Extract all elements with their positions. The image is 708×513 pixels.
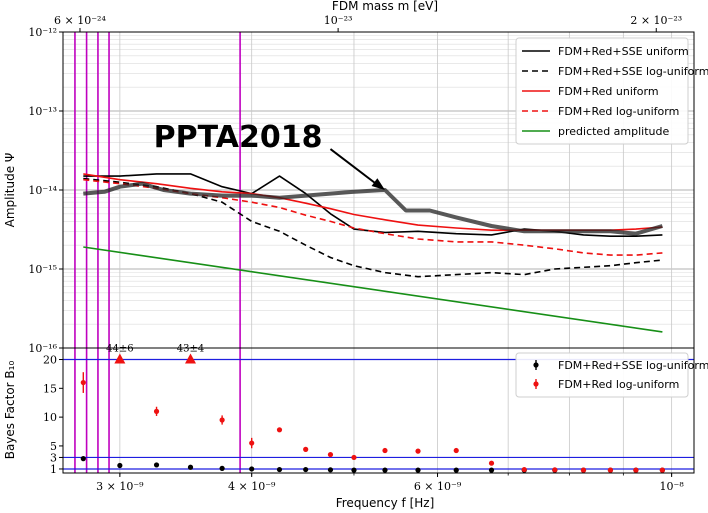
red-point [249, 440, 255, 446]
legend-label: FDM+Red log-uniform [558, 378, 679, 391]
sse-point [415, 467, 421, 473]
red-point [607, 467, 614, 473]
legend-label: predicted amplitude [558, 125, 669, 138]
sse-point [382, 467, 388, 473]
y-tick-label: 15 [43, 382, 57, 395]
y-tick-label: 10⁻¹⁴ [28, 184, 57, 197]
legend-box [515, 352, 689, 398]
bottom-legend: FDM+Red+SSE log-uniform FDM+Red log-unifo… [515, 352, 708, 398]
red-point [659, 467, 665, 473]
sse-point [327, 467, 334, 473]
y-tick-label: 10⁻¹² [28, 26, 57, 39]
capped-point-label: 43±4 [177, 344, 204, 355]
x-tick-label: 6 × 10⁻⁹ [414, 480, 462, 493]
sse-point [80, 455, 86, 462]
red-point [303, 446, 309, 452]
sse-point [303, 466, 309, 473]
annotation-arrow-shaft [329, 148, 380, 187]
capped-point-marker [185, 353, 197, 364]
y-tick-label: 3 [50, 451, 57, 464]
series-line-4 [83, 246, 663, 333]
sse-point [117, 462, 123, 469]
red-point [633, 467, 639, 473]
red-point [276, 427, 283, 433]
legend-label: FDM+Red+SSE log-uniform [558, 359, 708, 372]
legend-marker [533, 362, 539, 368]
red-point [382, 447, 388, 454]
legend-label: FDM+Red log-uniform [558, 105, 679, 118]
bottom-points: 44±6 43±4 [80, 344, 665, 473]
capped-point-marker [114, 353, 126, 364]
series-line-0 [83, 173, 663, 237]
legend-label: FDM+Red+SSE log-uniform [558, 65, 708, 78]
mass-tick-label: 2 × 10⁻²³ [630, 14, 682, 27]
y-tick-label: 1 [50, 463, 57, 476]
series-line-1 [83, 177, 663, 278]
sse-point [187, 464, 194, 470]
top-legend: FDM+Red+SSE uniform FDM+Red+SSE log-unifo… [515, 37, 708, 145]
bottom-x-ticks: 3 × 10⁻⁹ 4 × 10⁻⁹ 6 × 10⁻⁹ 10⁻⁸ [96, 473, 684, 493]
ppta2018-curve [83, 181, 663, 236]
sse-point [276, 466, 283, 473]
top-x-axis-label: FDM mass m [eV] [332, 0, 438, 13]
red-point [415, 448, 421, 454]
red-point [521, 466, 527, 473]
capped-point-label: 44±6 [106, 344, 133, 355]
mass-tick-label: 10⁻²³ [324, 14, 353, 27]
red-point [80, 379, 86, 386]
red-point [153, 408, 160, 414]
red-point [327, 451, 334, 458]
y-tick-label: 20 [43, 354, 57, 367]
red-point [219, 417, 225, 423]
red-point [488, 460, 495, 466]
top-y-ticks: 10⁻¹⁶ 10⁻¹⁵ 10⁻¹⁴ 10⁻¹³ 10⁻¹² [28, 26, 63, 355]
bottom-frequency-markers [74, 348, 241, 473]
amplitude-panel: 10⁻¹⁶ 10⁻¹⁵ 10⁻¹⁴ 10⁻¹³ 10⁻¹² 6 × 10⁻²⁴ 10⁻²³… [3, 0, 708, 355]
bayes-panel: 44±6 43±4 135 10 15 20 3 × 10⁻⁹ 4 × 10⁻⁹ 6 × 1… [3, 344, 708, 510]
red-point [580, 467, 587, 473]
mass-ticks: 6 × 10⁻²⁴ 10⁻²³ 2 × 10⁻²³ [54, 14, 682, 32]
top-y-axis-label: Amplitude Ψ [3, 153, 17, 228]
annotation-arrow-head [371, 178, 385, 190]
y-tick-label: 10⁻¹⁶ [28, 342, 57, 355]
legend-label: FDM+Red uniform [558, 85, 659, 98]
red-point [453, 447, 459, 454]
ppta-annotation: PPTA2018 [154, 120, 385, 190]
sse-point [453, 467, 459, 473]
sse-point [351, 467, 357, 473]
y-tick-label: 10⁻¹³ [28, 105, 57, 118]
bottom-y-axis-label: Bayes Factor B₁₀ [3, 361, 17, 460]
bottom-y-ticks: 135 10 15 20 [43, 354, 63, 476]
y-tick-label: 10⁻¹⁵ [28, 263, 57, 276]
y-tick-label: 10 [43, 411, 57, 424]
x-tick-label: 3 × 10⁻⁹ [96, 480, 144, 493]
x-tick-label: 10⁻⁸ [660, 480, 685, 493]
sse-point [153, 462, 160, 468]
legend-marker [533, 381, 539, 387]
top-series [83, 173, 663, 333]
y-tick-label: 5 [50, 440, 57, 453]
annotation-text: PPTA2018 [154, 120, 323, 155]
red-point [351, 454, 357, 461]
red-point [552, 467, 558, 473]
legend-label: FDM+Red+SSE uniform [558, 45, 689, 58]
bottom-frame [62, 347, 695, 474]
sse-point [488, 467, 495, 473]
sse-point [219, 465, 225, 471]
mass-tick-label: 6 × 10⁻²⁴ [54, 14, 106, 27]
sse-point [249, 466, 255, 472]
legend-box [515, 37, 689, 145]
x-tick-label: 4 × 10⁻⁹ [228, 480, 276, 493]
bottom-x-axis-label: Frequency f [Hz] [336, 496, 435, 510]
